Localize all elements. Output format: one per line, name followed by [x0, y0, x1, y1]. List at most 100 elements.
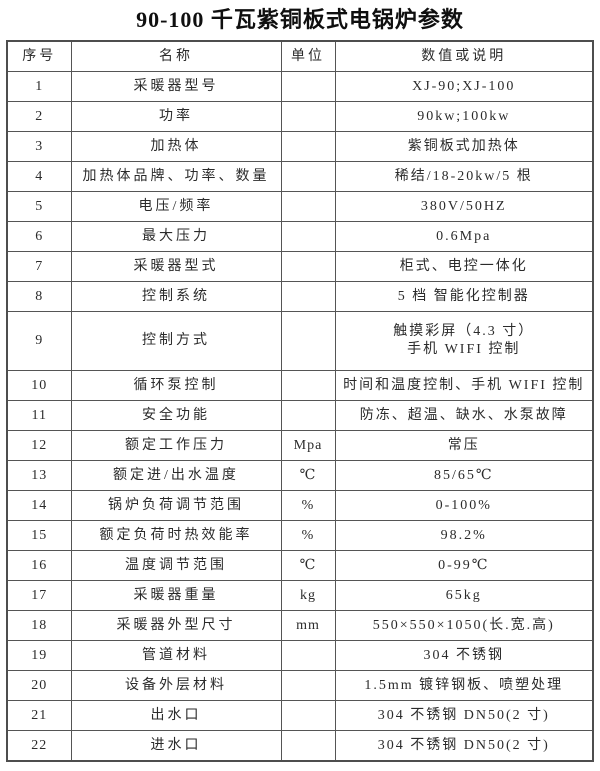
param-name: 控制方式	[70, 311, 282, 371]
table-row: 4 加热体品牌、功率、数量 稀结/18-20kw/5 根	[6, 161, 594, 192]
table-row: 22 进水口 304 不锈钢 DN50(2 寸)	[6, 730, 594, 762]
table-row: 12 额定工作压力 Mpa 常压	[6, 430, 594, 461]
param-value: 65kg	[334, 580, 594, 611]
param-value: 550×550×1050(长.宽.高)	[334, 610, 594, 641]
param-value: 触摸彩屏（4.3 寸） 手机 WIFI 控制	[334, 311, 594, 371]
param-value: 紫铜板式加热体	[334, 131, 594, 162]
param-unit	[280, 400, 336, 431]
param-name: 进水口	[70, 730, 282, 762]
row-number: 5	[6, 191, 72, 222]
table-row: 19 管道材料 304 不锈钢	[6, 640, 594, 671]
table-row: 8 控制系统 5 档 智能化控制器	[6, 281, 594, 312]
param-name: 温度调节范围	[70, 550, 282, 581]
param-value: 304 不锈钢 DN50(2 寸)	[334, 700, 594, 731]
param-unit: Mpa	[280, 430, 336, 461]
table-header-row: 序号 名称 单位 数值或说明	[6, 40, 594, 72]
param-value: XJ-90;XJ-100	[334, 71, 594, 102]
param-name: 额定进/出水温度	[70, 460, 282, 491]
param-unit: %	[280, 520, 336, 551]
param-unit	[280, 281, 336, 312]
param-value: 5 档 智能化控制器	[334, 281, 594, 312]
row-number: 17	[6, 580, 72, 611]
param-value: 0-100%	[334, 490, 594, 521]
table-row: 2 功率 90kw;100kw	[6, 101, 594, 132]
param-value: 90kw;100kw	[334, 101, 594, 132]
table-row: 11 安全功能 防冻、超温、缺水、水泵故障	[6, 400, 594, 431]
column-header-index: 序号	[6, 40, 72, 72]
table-row: 5 电压/频率 380V/50HZ	[6, 191, 594, 222]
param-unit	[280, 251, 336, 282]
table-row: 10 循环泵控制 时间和温度控制、手机 WIFI 控制	[6, 370, 594, 401]
parameters-table: 序号 名称 单位 数值或说明 1 采暖器型号 XJ-90;XJ-100 2 功率…	[6, 40, 594, 762]
row-number: 1	[6, 71, 72, 102]
param-name: 采暖器重量	[70, 580, 282, 611]
row-number: 12	[6, 430, 72, 461]
table-row: 6 最大压力 0.6Mpa	[6, 221, 594, 252]
row-number: 14	[6, 490, 72, 521]
param-name: 设备外层材料	[70, 670, 282, 701]
row-number: 18	[6, 610, 72, 641]
row-number: 13	[6, 460, 72, 491]
param-name: 额定工作压力	[70, 430, 282, 461]
param-unit	[280, 101, 336, 132]
row-number: 22	[6, 730, 72, 762]
param-value: 0.6Mpa	[334, 221, 594, 252]
param-name: 管道材料	[70, 640, 282, 671]
table-row: 16 温度调节范围 ℃ 0-99℃	[6, 550, 594, 581]
param-unit	[280, 191, 336, 222]
param-unit	[280, 221, 336, 252]
param-value: 柜式、电控一体化	[334, 251, 594, 282]
param-name: 额定负荷时热效能率	[70, 520, 282, 551]
table-row: 13 额定进/出水温度 ℃ 85/65℃	[6, 460, 594, 491]
param-name: 安全功能	[70, 400, 282, 431]
row-number: 3	[6, 131, 72, 162]
param-value: 时间和温度控制、手机 WIFI 控制	[334, 370, 594, 401]
param-unit	[280, 161, 336, 192]
param-value: 304 不锈钢 DN50(2 寸)	[334, 730, 594, 762]
param-value: 稀结/18-20kw/5 根	[334, 161, 594, 192]
param-unit	[280, 670, 336, 701]
param-unit	[280, 311, 336, 371]
param-value: 防冻、超温、缺水、水泵故障	[334, 400, 594, 431]
param-value: 380V/50HZ	[334, 191, 594, 222]
param-name: 加热体	[70, 131, 282, 162]
table-row: 3 加热体 紫铜板式加热体	[6, 131, 594, 162]
column-header-value: 数值或说明	[334, 40, 594, 72]
param-name: 控制系统	[70, 281, 282, 312]
table-row: 17 采暖器重量 kg 65kg	[6, 580, 594, 611]
row-number: 7	[6, 251, 72, 282]
row-number: 4	[6, 161, 72, 192]
param-name: 出水口	[70, 700, 282, 731]
column-header-name: 名称	[70, 40, 282, 72]
param-unit	[280, 370, 336, 401]
param-name: 最大压力	[70, 221, 282, 252]
row-number: 2	[6, 101, 72, 132]
param-value: 304 不锈钢	[334, 640, 594, 671]
param-name: 锅炉负荷调节范围	[70, 490, 282, 521]
row-number: 19	[6, 640, 72, 671]
table-row: 9 控制方式 触摸彩屏（4.3 寸） 手机 WIFI 控制	[6, 311, 594, 371]
table-row: 18 采暖器外型尺寸 mm 550×550×1050(长.宽.高)	[6, 610, 594, 641]
param-unit	[280, 71, 336, 102]
param-value: 常压	[334, 430, 594, 461]
param-unit: ℃	[280, 460, 336, 491]
param-value: 98.2%	[334, 520, 594, 551]
table-row: 21 出水口 304 不锈钢 DN50(2 寸)	[6, 700, 594, 731]
page-title: 90-100 千瓦紫铜板式电锅炉参数	[136, 7, 464, 32]
param-name: 循环泵控制	[70, 370, 282, 401]
row-number: 15	[6, 520, 72, 551]
param-value: 85/65℃	[334, 460, 594, 491]
param-unit: kg	[280, 580, 336, 611]
param-unit: ℃	[280, 550, 336, 581]
param-unit: mm	[280, 610, 336, 641]
param-unit	[280, 700, 336, 731]
row-number: 16	[6, 550, 72, 581]
table-row: 1 采暖器型号 XJ-90;XJ-100	[6, 71, 594, 102]
param-name: 功率	[70, 101, 282, 132]
row-number: 11	[6, 400, 72, 431]
param-value: 1.5mm 镀锌钢板、喷塑处理	[334, 670, 594, 701]
table-row: 14 锅炉负荷调节范围 % 0-100%	[6, 490, 594, 521]
param-unit	[280, 640, 336, 671]
param-name: 采暖器型号	[70, 71, 282, 102]
row-number: 21	[6, 700, 72, 731]
